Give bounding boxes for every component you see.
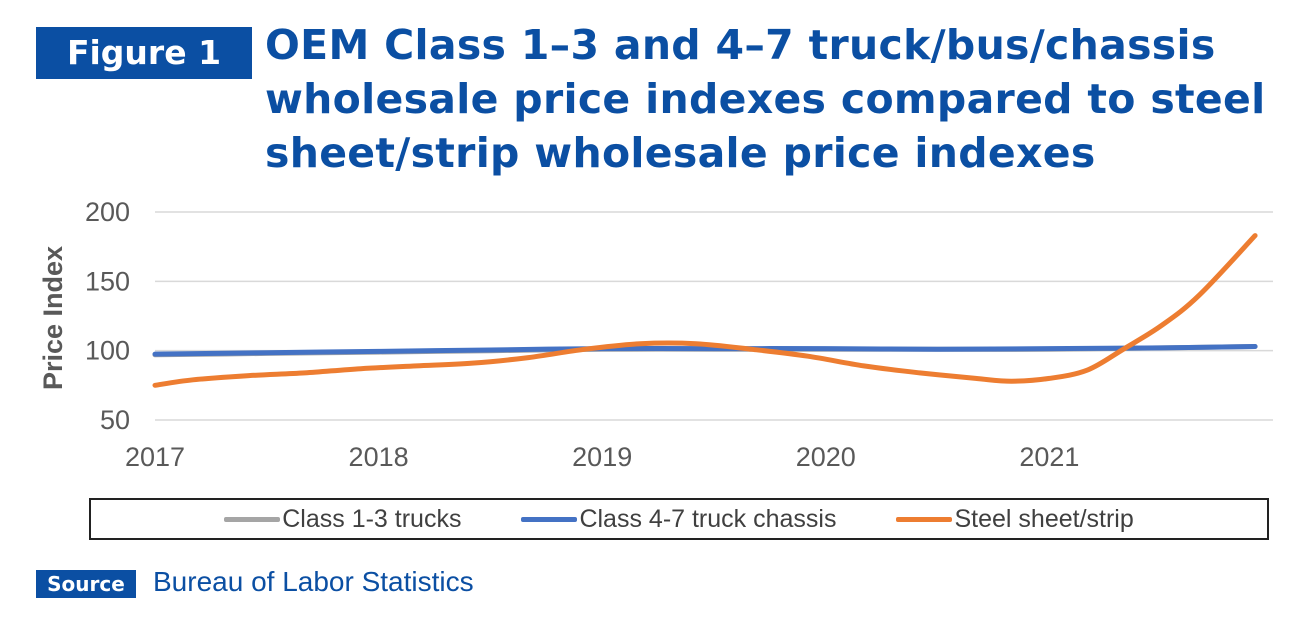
legend-item-steel-sheet-strip: Steel sheet/strip bbox=[896, 504, 1134, 534]
x-tick-label: 2021 bbox=[1019, 442, 1079, 472]
legend-swatch-class-1-3-trucks bbox=[224, 516, 281, 522]
figure-label: Figure 1 bbox=[36, 27, 252, 79]
chart-legend: Class 1-3 trucks Class 4-7 truck chassis… bbox=[89, 498, 1269, 540]
figure-title: OEM Class 1–3 and 4–7 truck/bus/chassis … bbox=[265, 18, 1305, 180]
legend-swatch-class-4-7-truck-chassis bbox=[521, 516, 578, 522]
legend-swatch-steel-sheet-strip bbox=[896, 516, 953, 522]
x-tick-label: 2020 bbox=[796, 442, 856, 472]
legend-label: Class 1-3 trucks bbox=[282, 504, 462, 533]
x-tick-label: 2018 bbox=[349, 442, 409, 472]
x-tick-label: 2017 bbox=[125, 442, 185, 472]
legend-item-class-1-3-trucks: Class 1-3 trucks bbox=[224, 505, 461, 534]
series-line-steel-sheet-strip bbox=[152, 233, 1258, 388]
legend-label: Class 4-7 truck chassis bbox=[579, 504, 837, 533]
series-line-class-4-7-truck-chassis bbox=[152, 344, 1258, 357]
source-label: Source bbox=[36, 570, 136, 598]
figure-title-line: OEM Class 1–3 and 4–7 truck/bus/chassis bbox=[265, 21, 1216, 69]
y-tick-label: 150 bbox=[85, 266, 130, 296]
figure-title-line: sheet/strip wholesale price indexes bbox=[265, 129, 1096, 177]
legend-item-class-4-7-truck-chassis: Class 4-7 truck chassis bbox=[521, 505, 836, 534]
x-tick-label: 2019 bbox=[572, 442, 632, 472]
y-tick-label: 100 bbox=[85, 336, 130, 366]
y-axis-title: Price Index bbox=[38, 246, 68, 390]
figure-title-line: wholesale price indexes compared to stee… bbox=[265, 75, 1266, 123]
y-tick-label: 200 bbox=[85, 197, 130, 227]
legend-label: Steel sheet/strip bbox=[954, 504, 1134, 533]
y-tick-label: 50 bbox=[100, 405, 130, 435]
line-chart: 200 150 100 50 2017 2018 2019 2020 2021 Price Ind… bbox=[38, 197, 1273, 472]
source-text: Bureau of Labor Statistics bbox=[153, 566, 474, 597]
